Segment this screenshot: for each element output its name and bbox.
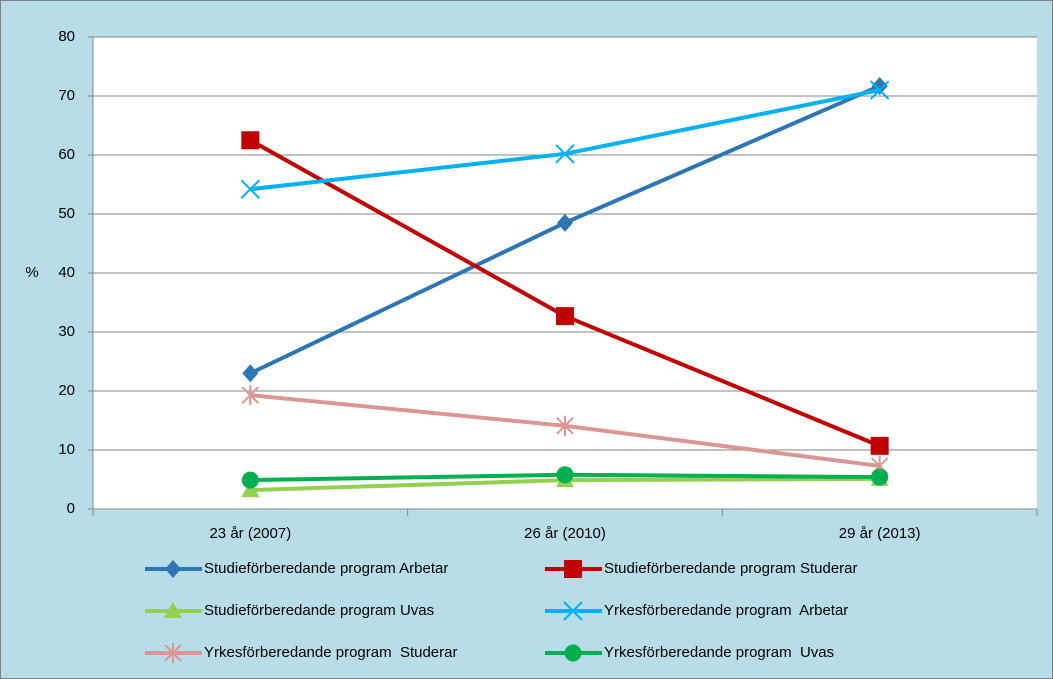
marker: [557, 213, 573, 232]
x-tick-label: 23 år (2007): [209, 525, 291, 542]
marker: [241, 481, 260, 498]
marker: [241, 131, 260, 150]
y-tick-label: 70: [58, 87, 75, 104]
legend-label: Studieförberedande program Uvas: [204, 602, 434, 619]
legend-marker: [164, 602, 182, 618]
y-tick-label: 0: [67, 500, 75, 517]
marker: [241, 471, 259, 489]
legend-label: Studieförberedande program Studerar: [604, 560, 858, 577]
legend-label: Yrkesförberedande program Uvas: [604, 644, 834, 661]
legend-marker: [165, 560, 181, 578]
marker: [869, 80, 890, 100]
y-tick-label: 80: [58, 28, 75, 45]
marker: [242, 364, 259, 383]
marker: [556, 415, 574, 436]
legend-marker: [164, 643, 182, 663]
marker: [871, 468, 889, 486]
y-tick-label: 20: [58, 382, 75, 399]
marker: [556, 307, 574, 326]
x-tick-label: 26 år (2010): [524, 525, 606, 542]
y-tick-label: 40: [58, 264, 75, 281]
y-axis-label: %: [25, 264, 38, 281]
y-tick-label: 50: [58, 205, 75, 222]
y-tick-label: 30: [58, 323, 75, 340]
x-tick-label: 29 år (2013): [839, 525, 921, 542]
legend-marker: [564, 560, 582, 578]
y-tick-label: 10: [58, 441, 75, 458]
marker: [240, 179, 261, 199]
marker: [241, 385, 260, 406]
legend-marker: [563, 601, 583, 621]
marker: [870, 436, 889, 455]
marker: [556, 466, 574, 484]
legend-label: Yrkesförberedande program Studerar: [204, 644, 457, 661]
marker: [555, 144, 575, 164]
y-tick-label: 60: [58, 146, 75, 163]
legend-label: Yrkesförberedande program Arbetar: [604, 602, 848, 619]
legend-marker: [564, 644, 582, 662]
legend-label: Studieförberedande program Arbetar: [204, 560, 448, 577]
